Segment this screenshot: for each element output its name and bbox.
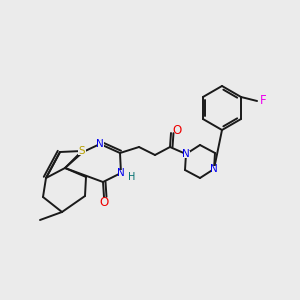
Text: N: N [182, 149, 190, 159]
Bar [211, 166, 218, 172]
Bar [97, 140, 104, 148]
Bar [182, 151, 190, 158]
Text: N: N [117, 168, 125, 178]
Text: N: N [210, 164, 218, 174]
Text: O: O [172, 124, 182, 136]
Bar [78, 147, 86, 155]
Bar [118, 169, 124, 176]
Text: S: S [79, 146, 85, 156]
Text: N: N [96, 139, 104, 149]
Text: H: H [128, 172, 136, 182]
Text: O: O [99, 196, 109, 208]
Text: F: F [260, 94, 266, 107]
